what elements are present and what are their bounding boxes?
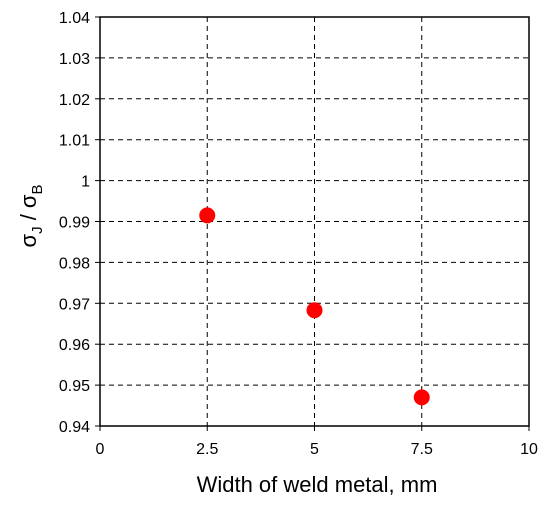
data-point — [199, 207, 216, 224]
y-tick-label: 1.02 — [59, 92, 90, 109]
y-tick-label: 0.98 — [59, 255, 90, 272]
y-tick-label: 0.99 — [59, 215, 90, 232]
y-tick-label: 1.03 — [59, 51, 90, 68]
x-axis-tick-labels: 0 2.5 5 7.5 10 — [96, 441, 538, 458]
x-tick-label: 0 — [96, 441, 105, 458]
y-axis-tick-labels: 0.94 0.95 0.96 0.97 0.98 0.99 1 1.01 1.02 1.03 1.0… — [59, 10, 90, 436]
x-tick-label: 10 — [520, 441, 538, 458]
y-axis-title-sigma-b: σ — [16, 194, 41, 208]
x-tick-label: 5 — [310, 441, 319, 458]
x-axis-title: Width of weld metal, mm — [197, 472, 438, 497]
y-tick-label: 1 — [81, 174, 90, 191]
y-axis-title-subscript-b: B — [29, 184, 46, 194]
data-points — [199, 207, 430, 406]
grid-lines — [100, 17, 529, 426]
x-tick-label: 2.5 — [196, 441, 218, 458]
y-tick-label: 0.97 — [59, 296, 90, 313]
y-tick-label: 1.01 — [59, 133, 90, 150]
y-axis-title-separator: / — [16, 208, 41, 226]
y-axis-title-sigma-j: σ — [16, 234, 41, 248]
y-axis-title: σJ / σB — [16, 184, 46, 247]
y-tick-label: 0.94 — [59, 419, 90, 436]
y-axis-title-subscript-j: J — [29, 226, 46, 234]
data-point — [413, 389, 430, 406]
tick-marks — [95, 16, 530, 431]
y-tick-label: 0.95 — [59, 378, 90, 395]
data-point — [306, 302, 323, 319]
y-tick-label: 0.96 — [59, 337, 90, 354]
y-tick-label: 1.04 — [59, 10, 90, 27]
x-tick-label: 7.5 — [411, 441, 433, 458]
